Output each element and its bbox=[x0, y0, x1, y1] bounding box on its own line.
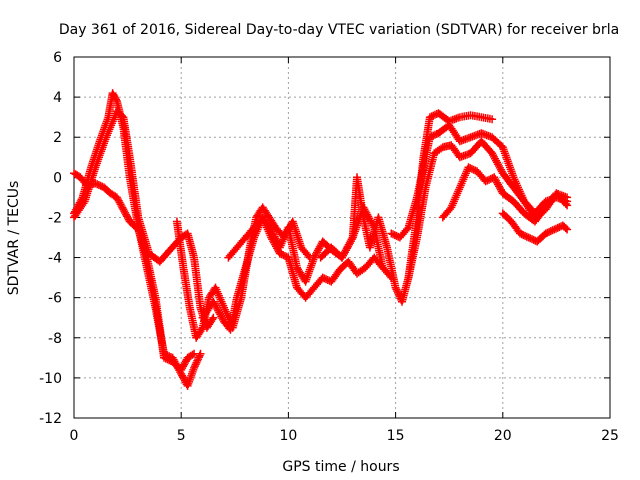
data-point-markers bbox=[224, 213, 396, 302]
data-point-markers bbox=[498, 209, 572, 246]
plot-frame bbox=[73, 56, 611, 419]
y-tick-label: -10 bbox=[39, 371, 62, 387]
chart-title: Day 361 of 2016, Sidereal Day-to-day VTE… bbox=[59, 22, 619, 38]
data-point-markers bbox=[70, 107, 218, 332]
y-axis-label: SDTVAR / TECUs bbox=[6, 181, 22, 296]
data-point-markers bbox=[404, 137, 572, 282]
y-tick-label: -12 bbox=[39, 411, 62, 427]
series-arc-3 bbox=[70, 107, 218, 332]
x-tick-label: 0 bbox=[70, 428, 79, 444]
x-tick-label: 25 bbox=[601, 428, 619, 444]
y-tick-label: -2 bbox=[48, 210, 62, 226]
y-tick-label: -6 bbox=[48, 291, 62, 307]
data-series bbox=[70, 89, 572, 390]
y-tick-label: -8 bbox=[48, 331, 62, 347]
data-point-markers bbox=[438, 163, 572, 226]
x-axis-label: GPS time / hours bbox=[282, 459, 399, 475]
y-tick-label: -4 bbox=[48, 251, 62, 267]
series-arc-9 bbox=[404, 137, 572, 282]
y-tick-label: 0 bbox=[53, 170, 62, 186]
x-tick-label: 20 bbox=[494, 428, 512, 444]
grid-lines bbox=[74, 57, 610, 418]
x-tick-label: 5 bbox=[177, 428, 186, 444]
y-tick-label: 6 bbox=[53, 50, 62, 66]
x-tick-label: 15 bbox=[387, 428, 405, 444]
series-arc-6 bbox=[224, 213, 396, 302]
y-tick-label: 4 bbox=[53, 90, 62, 106]
y-tick-label: 2 bbox=[53, 130, 62, 146]
series-arc-10 bbox=[438, 163, 572, 226]
series-arc-11 bbox=[498, 209, 572, 246]
x-tick-label: 10 bbox=[279, 428, 297, 444]
axis-ticks: 0 5 10 15 20 25 -12 -10 -8 -6 -4 -2 0 2 4 6 bbox=[39, 50, 619, 444]
